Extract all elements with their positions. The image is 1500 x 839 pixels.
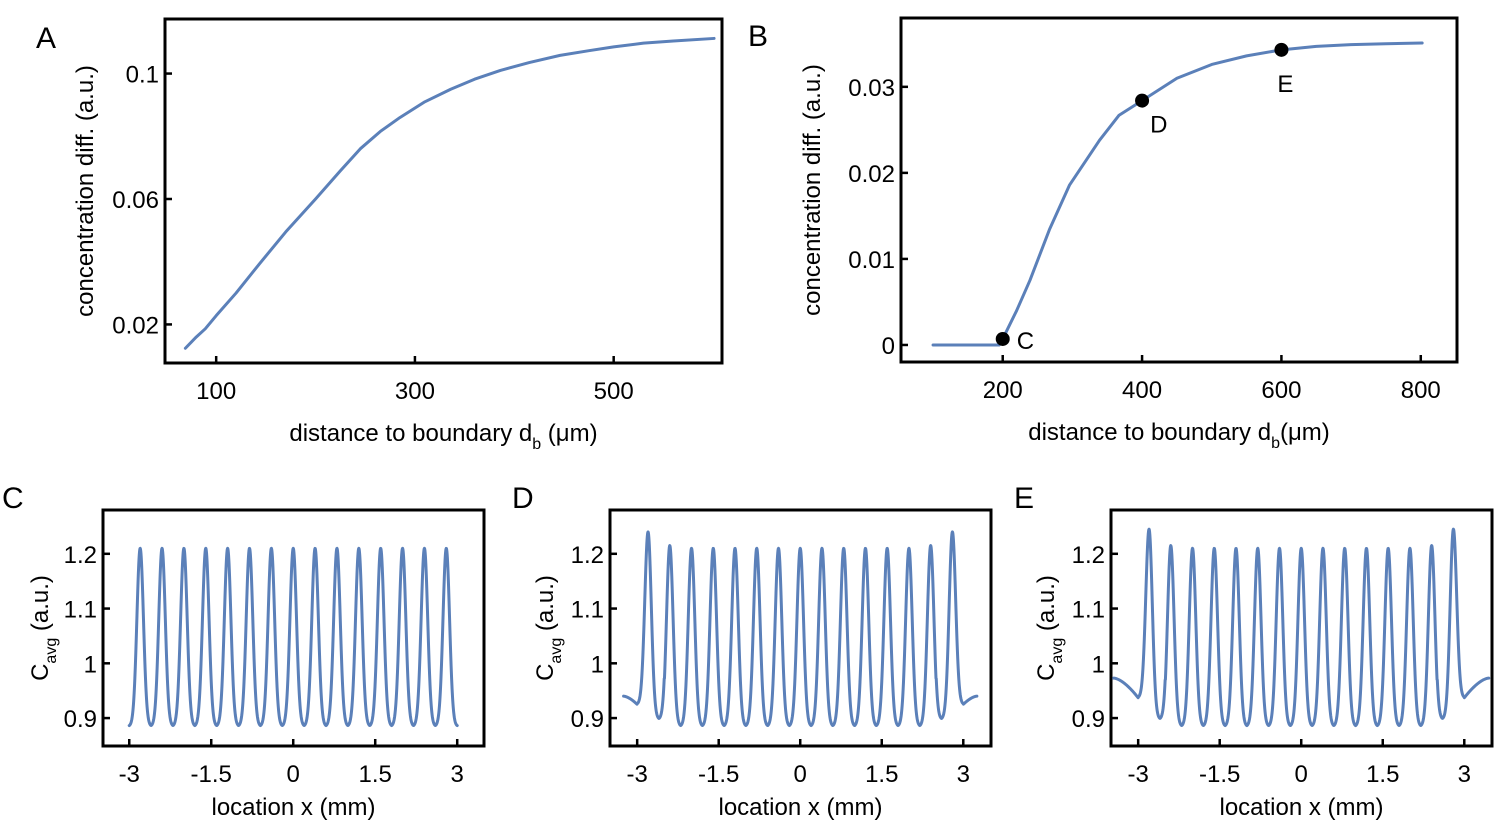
panel-a: A 100 300 500 0.02 0.06 0.1 distance to boundar…: [36, 17, 724, 453]
x-tick-label: 300: [395, 378, 435, 405]
x-tick-label: 600: [1261, 377, 1301, 404]
x-tick-label: -3: [627, 761, 648, 788]
y-tick-label: 1.2: [571, 542, 604, 569]
y-tick-label: 1: [1092, 651, 1105, 678]
panel-d: D -3 -1.5 0 1.5 3 0.9 1 1.1 1.2 location x (mm) Cav…: [512, 482, 993, 821]
y-tick-label: 0.02: [112, 312, 159, 339]
x-tick-label: 0: [1295, 761, 1308, 788]
y-tick-label: 1: [84, 651, 97, 678]
x-tick-label: -1.5: [1199, 761, 1240, 788]
panel-label: D: [512, 482, 534, 515]
series-line: [622, 530, 979, 728]
x-tick-label: 3: [1458, 761, 1471, 788]
marker-label: C: [1017, 328, 1034, 355]
x-tick-label: 500: [594, 378, 634, 405]
y-tick-label: 1.2: [64, 542, 97, 569]
series-line: [183, 36, 716, 350]
y-tick-label: 0.02: [848, 161, 895, 188]
panel-c: C -3 -1.5 0 1.5 3 0.9 1 1.1 1.2 location x (mm) Cav…: [2, 482, 486, 821]
marker-label: E: [1277, 71, 1293, 98]
panel-e: E -3 -1.5 0 1.5 3 0.9 1 1.1 1.2 location x (mm) Cav…: [1014, 482, 1494, 821]
panel-label: B: [748, 20, 768, 53]
marker-label: D: [1150, 112, 1167, 139]
plot-frame: [163, 17, 724, 365]
x-tick-label: 0: [794, 761, 807, 788]
series-line: [127, 546, 459, 728]
marker-point: [995, 331, 1010, 346]
y-axis-label: Cavg (a.u.): [27, 575, 60, 681]
series-line: [931, 41, 1424, 347]
x-axis-label: location x (mm): [211, 794, 375, 821]
y-tick-label: 1: [591, 651, 604, 678]
y-tick-label: 1.2: [1072, 542, 1105, 569]
panel-b: B 200 400 600 800 0 0.01 0.02 0.03 distance to bo…: [748, 16, 1459, 452]
y-tick-label: 0.9: [64, 706, 97, 733]
x-axis-label: distance to boundary db (μm): [289, 420, 597, 453]
x-axis-label: distance to boundary db(μm): [1028, 419, 1330, 452]
x-tick-label: 1.5: [865, 761, 898, 788]
series-line: [1112, 527, 1491, 728]
panel-label: C: [2, 482, 24, 515]
panel-label: A: [36, 22, 56, 55]
y-tick-label: 0.06: [112, 187, 159, 214]
x-axis-label: location x (mm): [1219, 794, 1383, 821]
y-axis-label: concentration diff. (a.u.): [72, 65, 99, 317]
y-tick-label: 0.9: [1072, 706, 1105, 733]
y-axis-label: concentration diff. (a.u.): [799, 64, 826, 316]
x-tick-label: 800: [1401, 377, 1441, 404]
plot-frame: [899, 16, 1459, 364]
y-tick-label: 0.9: [571, 706, 604, 733]
x-tick-label: -1.5: [191, 761, 232, 788]
x-tick-label: 3: [451, 761, 464, 788]
x-tick-label: 400: [1122, 377, 1162, 404]
y-tick-label: 1.1: [64, 597, 97, 624]
marker-point: [1274, 42, 1289, 57]
y-tick-label: 0.1: [126, 62, 159, 89]
panel-label: E: [1014, 482, 1034, 515]
y-tick-label: 0.03: [848, 75, 895, 102]
x-tick-label: 3: [957, 761, 970, 788]
x-tick-label: 1.5: [1366, 761, 1399, 788]
y-tick-label: 0.01: [848, 247, 895, 274]
x-tick-label: -3: [1128, 761, 1149, 788]
x-tick-label: 200: [983, 377, 1023, 404]
x-tick-label: -1.5: [698, 761, 739, 788]
x-axis-label: location x (mm): [718, 794, 882, 821]
y-axis-label: Cavg (a.u.): [532, 575, 565, 681]
x-tick-label: -3: [119, 761, 140, 788]
x-tick-label: 1.5: [359, 761, 392, 788]
y-tick-label: 1.1: [1072, 597, 1105, 624]
marker-point: [1135, 93, 1150, 108]
x-tick-label: 0: [287, 761, 300, 788]
x-tick-label: 100: [196, 378, 236, 405]
y-tick-label: 0: [882, 333, 895, 360]
y-axis-label: Cavg (a.u.): [1033, 575, 1066, 681]
y-tick-label: 1.1: [571, 597, 604, 624]
